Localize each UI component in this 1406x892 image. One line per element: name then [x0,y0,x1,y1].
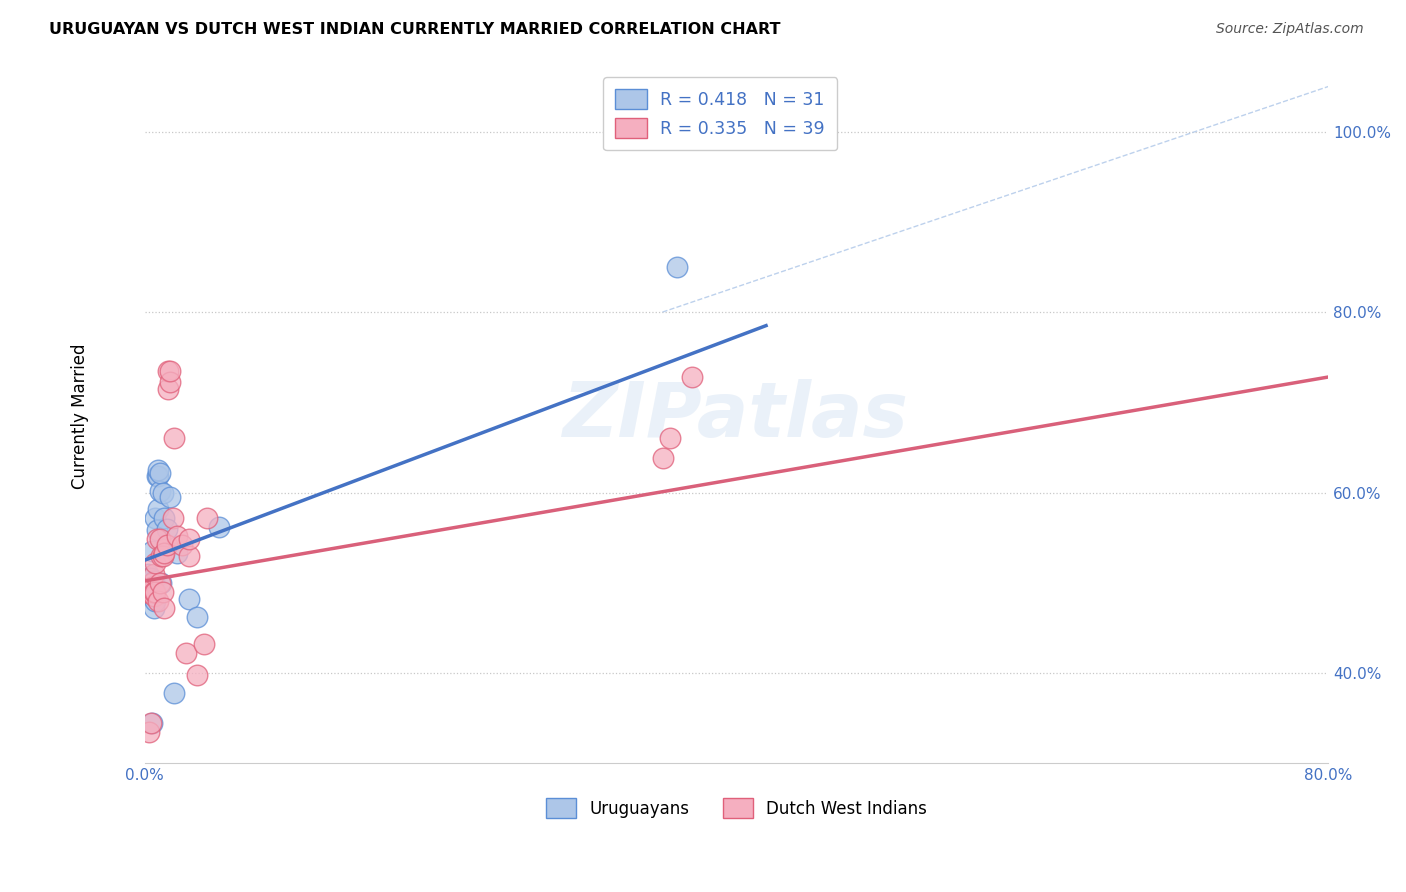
Point [157,364,180,378]
Point [186,667,208,681]
Point [138,724,160,739]
Point [143,556,166,570]
Point [143,593,166,607]
Point [162,510,184,524]
Point [138,571,160,585]
Point [153,601,176,615]
Point [153,546,176,560]
Point [146,463,169,477]
Point [179,533,201,547]
Point [143,510,166,524]
Point [136,584,159,599]
Point [658,431,681,445]
Point [156,538,179,552]
Point [166,529,188,543]
Text: ZIPatlas: ZIPatlas [564,379,910,453]
Point [146,593,169,607]
Point [152,485,174,500]
Point [179,591,201,606]
Point [139,715,162,730]
Point [142,589,165,603]
Point [141,584,163,599]
Point [163,686,186,700]
Point [142,566,165,581]
Legend: Uruguayans, Dutch West Indians: Uruguayans, Dutch West Indians [540,792,934,824]
Point [159,490,181,504]
Point [141,575,163,590]
Point [179,549,201,563]
Point [150,575,173,590]
Point [159,376,181,390]
Point [163,431,186,445]
Point [166,546,188,560]
Point [141,580,163,594]
Point [152,584,174,599]
Point [138,584,160,599]
Point [651,451,673,466]
Point [170,538,193,552]
Point [174,646,197,660]
Point [157,382,180,396]
Point [135,584,157,599]
Point [145,533,167,547]
Point [208,520,231,534]
Point [681,370,703,384]
Point [142,601,165,615]
Point [153,510,176,524]
Point [195,510,218,524]
Text: Source: ZipAtlas.com: Source: ZipAtlas.com [1216,22,1364,37]
Point [156,522,179,536]
Point [143,584,166,599]
Point [135,575,157,590]
Point [141,715,163,730]
Y-axis label: Currently Married: Currently Married [72,343,89,489]
Point [139,571,162,585]
Point [146,469,169,483]
Point [149,575,172,590]
Point [139,580,162,594]
Point [149,466,172,480]
Point [149,483,172,498]
Point [136,566,159,581]
Point [146,501,169,516]
Point [145,469,167,483]
Point [142,584,165,599]
Point [149,533,172,547]
Point [193,637,215,651]
Point [150,549,173,563]
Point [159,364,181,378]
Point [141,544,163,558]
Point [145,524,167,538]
Point [152,549,174,563]
Point [666,260,689,274]
Point [186,610,208,624]
Point [139,584,162,599]
Text: URUGUAYAN VS DUTCH WEST INDIAN CURRENTLY MARRIED CORRELATION CHART: URUGUAYAN VS DUTCH WEST INDIAN CURRENTLY… [49,22,780,37]
Point [142,574,165,588]
